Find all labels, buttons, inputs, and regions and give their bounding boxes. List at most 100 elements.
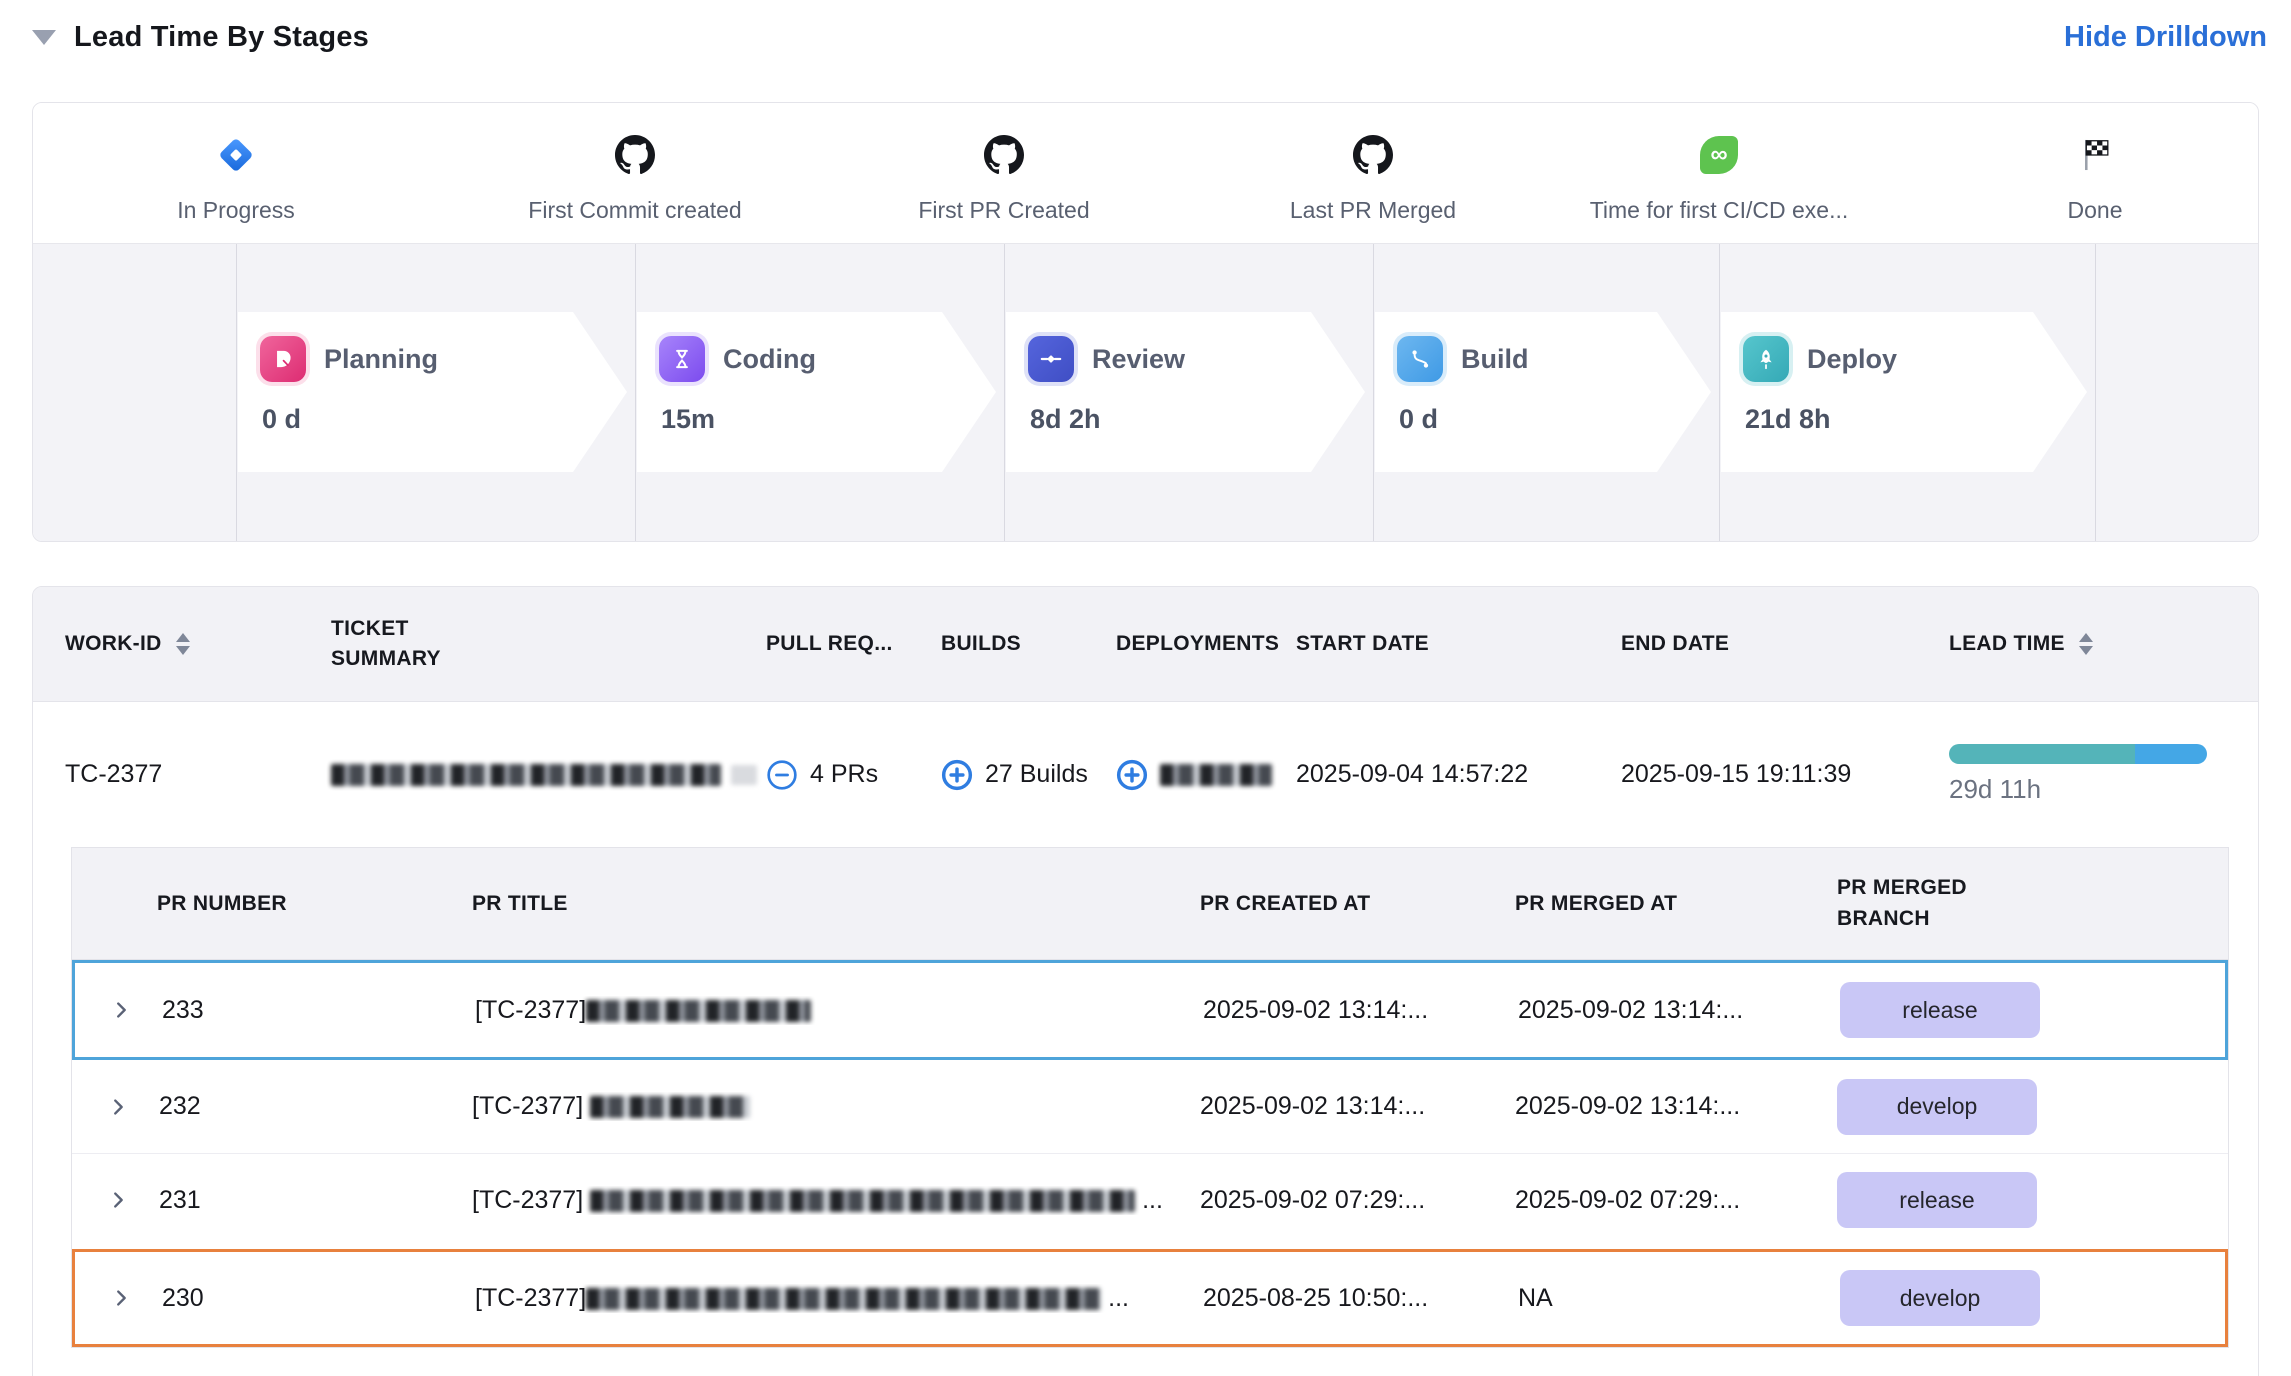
work-table-header: WORK-ID TICKET SUMMARY PULL REQ... BUILD… bbox=[33, 587, 2258, 702]
page-header: Lead Time By Stages Hide Drilldown bbox=[32, 8, 2267, 66]
column-divider bbox=[635, 244, 636, 541]
collapse-circle-icon bbox=[767, 759, 797, 790]
milestones-row: In Progress First Commit created First P… bbox=[33, 103, 2258, 243]
pr-merged-at: 2025-09-02 07:29:... bbox=[1515, 1185, 1741, 1214]
cicd-icon: ∞ bbox=[1700, 133, 1738, 177]
redacted-text bbox=[586, 999, 812, 1022]
pr-row-230[interactable]: 230 [TC-2377] ... 2025-08-25 10:50:... N… bbox=[72, 1249, 2228, 1347]
column-divider bbox=[236, 244, 237, 541]
column-divider bbox=[1373, 244, 1374, 541]
milestone-last-pr-merged: Last PR Merged bbox=[1163, 103, 1583, 224]
column-header-pr-merged-at: PR MERGED AT bbox=[1515, 891, 1678, 915]
stage-name: Deploy bbox=[1807, 343, 1898, 374]
stage-duration: 0 d bbox=[1399, 404, 1439, 434]
chevron-right-icon[interactable] bbox=[107, 1096, 129, 1118]
stage-deploy[interactable]: Deploy 21d 8h bbox=[1721, 312, 2087, 472]
ticket-summary-cell bbox=[331, 760, 766, 789]
lead-bar-blue-segment bbox=[2134, 744, 2207, 764]
column-header-deployments: DEPLOYMENTS bbox=[1116, 632, 1280, 655]
redacted-text bbox=[731, 765, 757, 786]
pr-table: PR NUMBER PR TITLE PR CREATED AT PR MERG… bbox=[71, 847, 2229, 1348]
stage-chevron-area: Planning 0 d Coding 15m Revi bbox=[33, 243, 2258, 541]
column-header-ticket-summary: TICKET SUMMARY bbox=[331, 616, 441, 670]
builds-cell[interactable]: 27 Builds bbox=[941, 759, 1116, 791]
sort-icon[interactable] bbox=[175, 633, 190, 655]
review-icon bbox=[1028, 336, 1074, 382]
work-items-table-panel: WORK-ID TICKET SUMMARY PULL REQ... BUILD… bbox=[32, 586, 2259, 1376]
column-label: WORK-ID bbox=[65, 632, 162, 655]
pr-row-231[interactable]: 231 [TC-2377] ... 2025-09-02 07:29:... 2… bbox=[72, 1153, 2228, 1246]
pr-number: 231 bbox=[159, 1185, 201, 1214]
planning-icon bbox=[260, 336, 306, 382]
column-header-pr-created-at: PR CREATED AT bbox=[1200, 891, 1371, 915]
pr-row-233[interactable]: 233 [TC-2377] 2025-09-02 13:14:... 2025-… bbox=[72, 960, 2228, 1060]
pr-row-232[interactable]: 232 [TC-2377] 2025-09-02 13:14:... 2025-… bbox=[72, 1060, 2228, 1153]
github-icon bbox=[615, 133, 655, 177]
pr-title: [TC-2377] ... bbox=[475, 1283, 1129, 1312]
column-header-end-date: END DATE bbox=[1621, 632, 1730, 655]
milestone-done: Done bbox=[1885, 103, 2258, 224]
expand-circle-icon bbox=[941, 759, 973, 790]
column-header-lead-time[interactable]: LEAD TIME bbox=[1949, 632, 2226, 656]
stage-name: Build bbox=[1461, 343, 1529, 374]
milestone-label: First PR Created bbox=[918, 197, 1090, 223]
lead-time-pipeline-panel: In Progress First Commit created First P… bbox=[32, 102, 2259, 542]
branch-badge: develop bbox=[1837, 1078, 2037, 1135]
branch-badge: release bbox=[1837, 1172, 2037, 1228]
column-divider bbox=[1719, 244, 1720, 541]
pull-requests-count: 4 PRs bbox=[810, 760, 879, 788]
stage-planning[interactable]: Planning 0 d bbox=[238, 312, 627, 472]
start-date-cell: 2025-09-04 14:57:22 bbox=[1296, 760, 1529, 788]
lead-time-value: 29d 11h bbox=[1949, 774, 2042, 804]
column-header-pull-requests: PULL REQ... bbox=[766, 632, 893, 655]
sort-icon[interactable] bbox=[2078, 633, 2093, 655]
hide-drilldown-link[interactable]: Hide Drilldown bbox=[2064, 20, 2267, 53]
branch-badge: develop bbox=[1840, 1270, 2040, 1326]
builds-count: 27 Builds bbox=[985, 760, 1088, 788]
chevron-right-icon[interactable] bbox=[107, 1189, 129, 1211]
milestone-label: First Commit created bbox=[528, 197, 742, 223]
stage-name: Coding bbox=[723, 343, 816, 374]
milestone-label: Time for first CI/CD exe... bbox=[1589, 197, 1849, 223]
jira-status-icon bbox=[216, 133, 256, 177]
milestone-first-pr: First PR Created bbox=[794, 103, 1214, 224]
pr-merged-at: NA bbox=[1518, 1283, 1553, 1312]
column-divider bbox=[1004, 244, 1005, 541]
deployments-cell[interactable] bbox=[1116, 759, 1296, 791]
redacted-text bbox=[586, 1287, 1102, 1310]
column-header-pr-number: PR NUMBER bbox=[157, 891, 287, 915]
stage-name: Planning bbox=[324, 343, 438, 374]
stage-duration: 15m bbox=[661, 404, 716, 434]
column-header-work-id[interactable]: WORK-ID bbox=[65, 632, 331, 656]
pr-merged-at: 2025-09-02 13:14:... bbox=[1518, 995, 1744, 1024]
milestone-label: In Progress bbox=[177, 197, 295, 223]
build-icon bbox=[1397, 336, 1443, 382]
pr-number: 233 bbox=[162, 995, 204, 1024]
work-id-cell: TC-2377 bbox=[65, 760, 163, 788]
stage-coding[interactable]: Coding 15m bbox=[637, 312, 996, 472]
lead-time-cell: 29d 11h bbox=[1949, 744, 2226, 805]
column-header-builds: BUILDS bbox=[941, 632, 1021, 655]
redacted-text bbox=[331, 764, 721, 787]
pr-merged-at: 2025-09-02 13:14:... bbox=[1515, 1092, 1741, 1120]
chevron-right-icon[interactable] bbox=[110, 999, 132, 1021]
stage-duration: 0 d bbox=[262, 404, 302, 434]
stage-review[interactable]: Review 8d 2h bbox=[1006, 312, 1365, 472]
chevron-right-icon[interactable] bbox=[110, 1287, 132, 1309]
pull-requests-cell[interactable]: 4 PRs bbox=[766, 759, 941, 791]
branch-badge: release bbox=[1840, 982, 2040, 1038]
page-title: Lead Time By Stages bbox=[74, 20, 369, 53]
redacted-text bbox=[1160, 763, 1272, 786]
pr-title: [TC-2377] ... bbox=[472, 1185, 1163, 1214]
work-item-row[interactable]: TC-2377 4 PRs 27 Builds 2025-09-04 14:57… bbox=[33, 702, 2258, 847]
stage-name: Review bbox=[1092, 343, 1186, 374]
stage-build[interactable]: Build 0 d bbox=[1375, 312, 1711, 472]
collapse-triangle-icon[interactable] bbox=[32, 29, 56, 45]
pr-title: [TC-2377] bbox=[475, 996, 1203, 1025]
pr-created-at: 2025-08-25 10:50:... bbox=[1203, 1283, 1429, 1312]
pr-number: 230 bbox=[162, 1283, 204, 1312]
coding-icon bbox=[659, 336, 705, 382]
column-header-start-date: START DATE bbox=[1296, 632, 1429, 655]
deploy-icon bbox=[1743, 336, 1789, 382]
stage-duration: 8d 2h bbox=[1030, 404, 1101, 434]
